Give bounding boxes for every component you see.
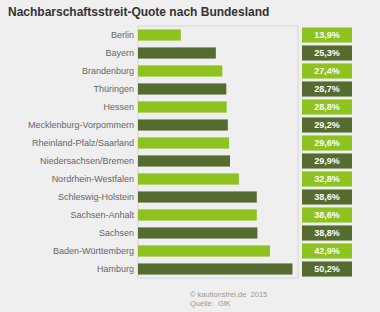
y-tick-label: Bayern xyxy=(105,48,134,58)
bar xyxy=(138,263,292,274)
bar xyxy=(138,65,222,76)
data-label: 38,8% xyxy=(314,228,340,238)
bar xyxy=(138,227,257,238)
plot-frame xyxy=(138,26,298,278)
y-tick-label: Sachsen xyxy=(99,228,134,238)
bar xyxy=(138,119,228,130)
label-box xyxy=(302,117,352,132)
data-label: 50,2% xyxy=(314,264,340,274)
bar xyxy=(138,209,257,220)
data-label: 29,2% xyxy=(314,120,340,130)
bar xyxy=(138,173,239,184)
data-label: 27,4% xyxy=(314,66,340,76)
label-box xyxy=(302,243,352,258)
annotation-line: Quelle: GfK xyxy=(190,299,231,308)
label-box xyxy=(302,135,352,150)
y-tick-label: Brandenburg xyxy=(82,66,134,76)
data-label: 28,8% xyxy=(314,102,340,112)
bar xyxy=(138,245,270,256)
data-label: 29,9% xyxy=(314,156,340,166)
label-box xyxy=(302,207,352,222)
bar xyxy=(138,137,229,148)
chart-svg: Nachbarschaftsstreit-Quote nach Bundesla… xyxy=(0,0,380,312)
bar xyxy=(138,191,257,202)
data-label: 29,6% xyxy=(314,138,340,148)
label-box xyxy=(302,99,352,114)
bars xyxy=(138,29,292,274)
label-box xyxy=(302,63,352,78)
bar xyxy=(138,47,216,58)
y-tick-label: Rheinland-Pfalz/Saarland xyxy=(32,138,134,148)
data-label: 38,6% xyxy=(314,210,340,220)
data-label: 32,8% xyxy=(314,174,340,184)
label-box xyxy=(302,27,352,42)
y-tick-label: Hessen xyxy=(103,102,134,112)
label-box xyxy=(302,189,352,204)
bar xyxy=(138,29,181,40)
y-tick-label: Niedersachsen/Bremen xyxy=(40,156,134,166)
label-box xyxy=(302,153,352,168)
chart-container: Nachbarschaftsstreit-Quote nach Bundesla… xyxy=(0,0,380,312)
label-box xyxy=(302,261,352,276)
data-label: 42,9% xyxy=(314,246,340,256)
y-tick-label: Nordrhein-Westfalen xyxy=(52,174,134,184)
y-tick-label: Berlin xyxy=(111,30,134,40)
bar xyxy=(138,83,226,94)
title: Nachbarschaftsstreit-Quote nach Bundesla… xyxy=(8,5,269,19)
bar xyxy=(138,155,230,166)
data-label: 25,3% xyxy=(314,48,340,58)
y-tick-label: Schleswig-Holstein xyxy=(58,192,134,202)
y-tick-label: Baden-Württemberg xyxy=(53,246,134,256)
data-label: 38,6% xyxy=(314,192,340,202)
y-tick-label: Hamburg xyxy=(97,264,134,274)
data-label: 13,9% xyxy=(314,30,340,40)
y-tick-label: Thüringen xyxy=(93,84,134,94)
data-label: 28,7% xyxy=(314,84,340,94)
label-box xyxy=(302,45,352,60)
y-tick-label: Mecklenburg-Vorpommern xyxy=(28,120,134,130)
y-tick-label: Sachsen-Anhalt xyxy=(70,210,134,220)
label-box xyxy=(302,81,352,96)
annotation-line: © kautionsfrei.de 2015 xyxy=(190,290,267,299)
label-box xyxy=(302,171,352,186)
annotation: © kautionsfrei.de 2015Quelle: GfK xyxy=(190,290,267,308)
label-box xyxy=(302,225,352,240)
bar xyxy=(138,101,227,112)
